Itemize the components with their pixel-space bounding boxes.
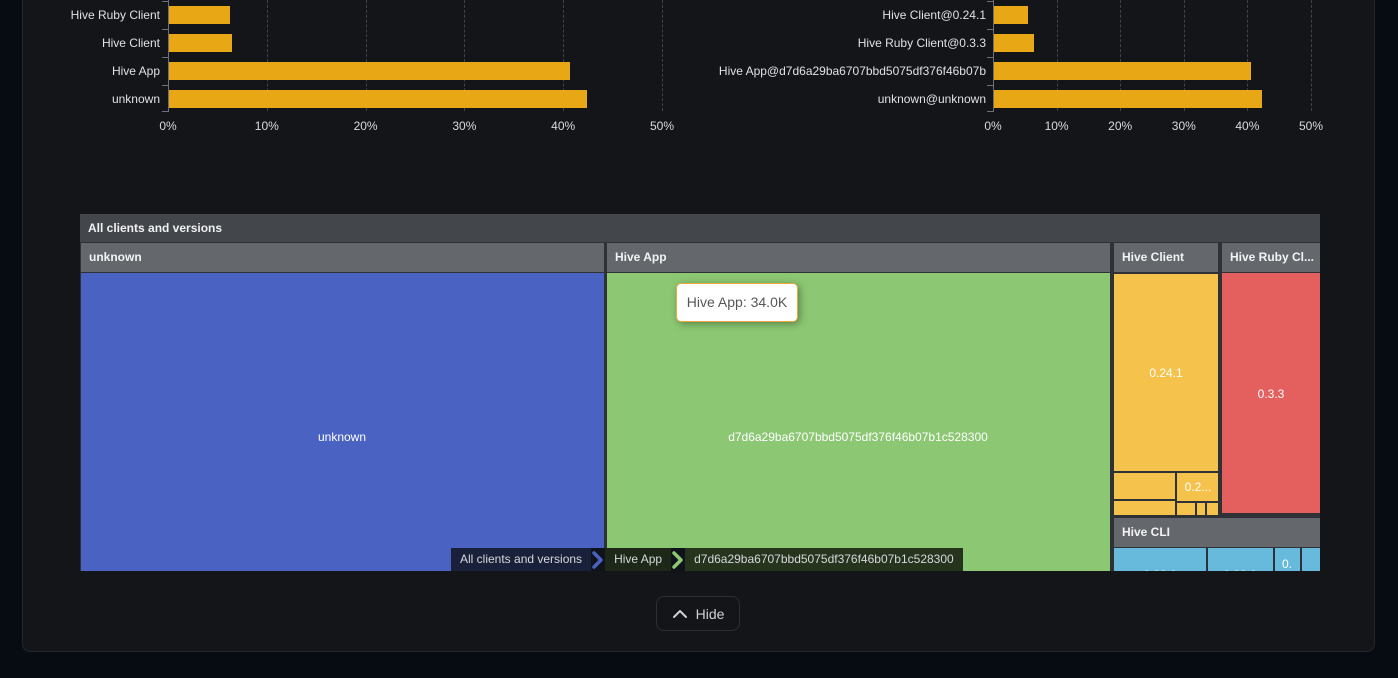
- bar[interactable]: [994, 90, 1262, 108]
- x-axis-tick-label: 50%: [1298, 119, 1324, 133]
- treemap-section-header[interactable]: Hive CLI: [1114, 518, 1320, 547]
- breadcrumb-item[interactable]: Hive App: [605, 548, 672, 571]
- breadcrumb-chevron-icon: [591, 548, 606, 571]
- x-axis-tick-label: 40%: [1235, 119, 1260, 133]
- axis-tick: [162, 57, 168, 58]
- bar[interactable]: [169, 62, 570, 80]
- category-label: Hive Ruby Client: [70, 8, 160, 22]
- axis-tick: [162, 85, 168, 86]
- breadcrumb-item[interactable]: All clients and versions: [451, 548, 592, 571]
- gridline: [1247, 0, 1249, 111]
- treemap-section-header[interactable]: Hive Ruby Cl...: [1222, 243, 1320, 272]
- treemap-block[interactable]: [1222, 273, 1320, 513]
- category-label: Hive App: [111, 64, 160, 78]
- gridline: [662, 0, 663, 111]
- tooltip: Hive App: 34.0K: [676, 283, 798, 322]
- treemap-block[interactable]: [1207, 503, 1218, 515]
- gridline: [563, 0, 565, 111]
- treemap-block[interactable]: [1114, 274, 1218, 471]
- category-label: Hive Client@0.24.1: [882, 8, 986, 22]
- bar[interactable]: [994, 34, 1034, 52]
- treemap-block[interactable]: [1177, 503, 1195, 515]
- category-label: unknown: [111, 92, 160, 106]
- treemap-block[interactable]: [1114, 473, 1175, 499]
- bar[interactable]: [994, 6, 1028, 24]
- treemap-block[interactable]: [1177, 473, 1218, 501]
- axis-tick: [162, 29, 168, 30]
- treemap-root-header[interactable]: All clients and versions: [80, 214, 1320, 242]
- treemap-block[interactable]: [1208, 548, 1273, 571]
- treemap-section-header[interactable]: unknown: [81, 243, 604, 272]
- x-axis-tick-label: 30%: [452, 119, 477, 133]
- bar[interactable]: [994, 62, 1251, 80]
- x-axis-tick-label: 10%: [254, 119, 279, 133]
- x-axis-tick-label: 0%: [159, 119, 177, 133]
- treemap-section-header[interactable]: Hive Client: [1114, 243, 1218, 272]
- x-axis-tick-label: 20%: [1108, 119, 1133, 133]
- x-axis-tick-label: 20%: [353, 119, 378, 133]
- axis-tick: [987, 57, 993, 58]
- axis-tick: [987, 1, 993, 2]
- axis-tick: [162, 111, 168, 112]
- treemap-block[interactable]: [607, 273, 1110, 571]
- category-axis-line: [993, 0, 994, 112]
- x-axis-tick-label: 30%: [1171, 119, 1196, 133]
- treemap: All clients and versions All clients and…: [80, 214, 1320, 571]
- gridline: [1056, 0, 1058, 111]
- bar[interactable]: [169, 6, 230, 24]
- bar[interactable]: [169, 34, 232, 52]
- hide-button[interactable]: Hide: [656, 596, 740, 631]
- category-label: Hive App@d7d6a29ba6707bbd5075df376f46b07…: [718, 64, 986, 78]
- breadcrumb-chevron-icon: [671, 548, 686, 571]
- axis-tick: [987, 29, 993, 30]
- x-axis-tick-label: 50%: [649, 119, 675, 133]
- category-label: Hive Ruby Client@0.3.3: [857, 36, 986, 50]
- bar[interactable]: [169, 90, 587, 108]
- tooltip-text: Hive App: 34.0K: [686, 294, 788, 310]
- category-label: unknown@unknown: [877, 92, 986, 106]
- chevron-up-icon: [672, 608, 688, 620]
- treemap-block[interactable]: [1275, 548, 1300, 571]
- treemap-block[interactable]: [81, 273, 604, 571]
- x-axis-tick-label: 40%: [551, 119, 576, 133]
- gridline: [365, 0, 367, 111]
- gridline: [1183, 0, 1185, 111]
- gridline: [1120, 0, 1122, 111]
- treemap-block[interactable]: [1114, 501, 1175, 515]
- x-axis-tick-label: 10%: [1044, 119, 1069, 133]
- treemap-block[interactable]: [1197, 503, 1205, 515]
- axis-tick: [162, 1, 168, 2]
- breadcrumb-item[interactable]: d7d6a29ba6707bbd5075df376f46b07b1c528300: [685, 548, 963, 571]
- category-axis-line: [168, 0, 169, 112]
- gridline: [464, 0, 466, 111]
- treemap-block[interactable]: [1302, 548, 1320, 571]
- gridline: [266, 0, 268, 111]
- hide-label: Hide: [695, 605, 725, 622]
- gridline: [1311, 0, 1312, 111]
- breadcrumb: All clients and versions Hive App d7d6a29b…: [451, 548, 963, 571]
- treemap-block[interactable]: [1114, 548, 1206, 571]
- treemap-section-header[interactable]: Hive App: [607, 243, 1110, 272]
- axis-tick: [987, 85, 993, 86]
- category-label: Hive Client: [101, 36, 160, 50]
- x-axis-tick-label: 0%: [984, 119, 1002, 133]
- axis-tick: [987, 111, 993, 112]
